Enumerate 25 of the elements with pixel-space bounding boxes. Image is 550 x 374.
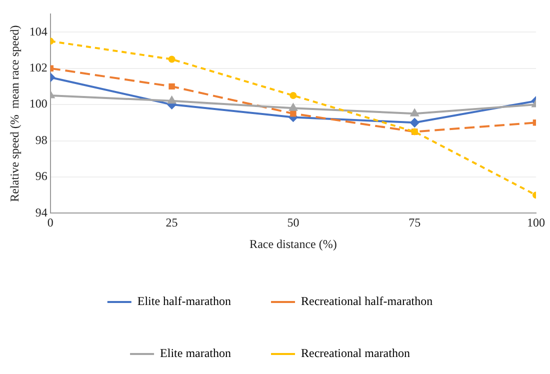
x-tick-label: 25 bbox=[166, 216, 178, 230]
legend-label: Elite half-marathon bbox=[137, 294, 232, 308]
point bbox=[168, 56, 176, 63]
point bbox=[290, 92, 297, 99]
legend-label: Elite marathon bbox=[160, 346, 232, 360]
point bbox=[290, 110, 296, 117]
legend-label: Recreational half-marathon bbox=[301, 294, 433, 308]
point bbox=[168, 83, 175, 90]
y-tick-label: 98 bbox=[35, 132, 48, 147]
x-tick-label: 50 bbox=[287, 216, 300, 230]
x-axis-title: Race distance (%) bbox=[250, 236, 337, 251]
y-tick-label: 94 bbox=[35, 205, 48, 220]
y-tick-label: 96 bbox=[35, 169, 48, 184]
legend-label: Recreational marathon bbox=[301, 346, 410, 360]
y-tick-label: 100 bbox=[29, 96, 48, 111]
point bbox=[289, 104, 298, 111]
point bbox=[410, 118, 420, 128]
x-tick-label: 0 bbox=[47, 216, 54, 230]
y-tick-label: 102 bbox=[29, 60, 48, 74]
point bbox=[168, 96, 176, 104]
x-tick-label: 75 bbox=[408, 216, 421, 230]
x-tick-label: 100 bbox=[527, 216, 545, 230]
y-axis-title: Relative speed (% mean race speed) bbox=[7, 25, 22, 202]
y-tick-label: 104 bbox=[29, 24, 48, 38]
point bbox=[410, 109, 419, 116]
